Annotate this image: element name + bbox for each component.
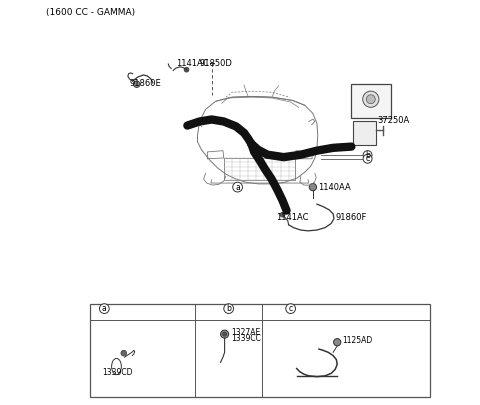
Circle shape: [280, 212, 285, 217]
Text: 1140AA: 1140AA: [318, 183, 350, 192]
Text: b: b: [365, 151, 370, 160]
Circle shape: [286, 304, 296, 313]
Circle shape: [309, 183, 316, 191]
Text: c: c: [365, 154, 370, 163]
Circle shape: [363, 151, 372, 160]
Circle shape: [224, 304, 233, 313]
Bar: [224, 158, 295, 180]
Text: 1125AD: 1125AD: [342, 336, 372, 345]
Text: 1141AC: 1141AC: [176, 59, 208, 68]
Circle shape: [133, 81, 140, 87]
Text: 1339CD: 1339CD: [102, 369, 133, 377]
Circle shape: [363, 91, 379, 107]
Text: 1327AE: 1327AE: [231, 328, 260, 337]
Circle shape: [121, 350, 127, 356]
Text: c: c: [288, 304, 293, 313]
Circle shape: [223, 332, 227, 336]
Circle shape: [99, 304, 109, 313]
Text: 1339CC: 1339CC: [231, 335, 261, 343]
FancyBboxPatch shape: [350, 84, 391, 118]
Text: 91860E: 91860E: [130, 79, 162, 88]
Bar: [90, 304, 431, 397]
Text: a: a: [102, 304, 107, 313]
Text: a: a: [235, 183, 240, 192]
Circle shape: [363, 154, 372, 163]
Circle shape: [366, 95, 375, 104]
Circle shape: [221, 330, 228, 338]
Text: 37250A: 37250A: [378, 116, 410, 125]
Text: 91850D: 91850D: [200, 59, 232, 68]
Text: b: b: [226, 304, 231, 313]
Circle shape: [184, 67, 189, 72]
FancyBboxPatch shape: [353, 121, 376, 145]
Text: 91860F: 91860F: [335, 213, 367, 222]
Text: 1141AC: 1141AC: [276, 213, 308, 222]
Text: (1600 CC - GAMMA): (1600 CC - GAMMA): [46, 8, 135, 17]
Circle shape: [233, 182, 242, 192]
Circle shape: [334, 339, 341, 346]
